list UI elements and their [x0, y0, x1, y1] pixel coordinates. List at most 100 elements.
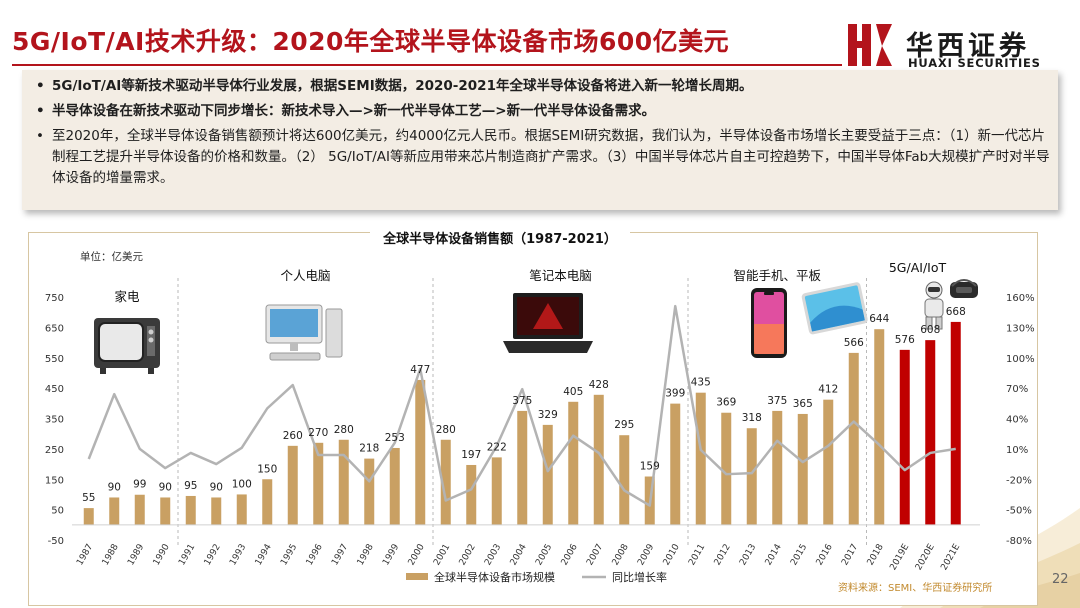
bullet-marker: •: [36, 103, 45, 119]
logo-chinese-name: 华西证券: [906, 31, 1030, 62]
x-tick-label: 2006: [560, 542, 580, 567]
source-note: 资料来源：SEMI、华西证券研究所: [838, 581, 992, 594]
chart-bar: [899, 349, 910, 525]
x-tick-label: 2021E: [939, 542, 962, 572]
bar-value-label: 150: [257, 463, 277, 475]
bar-value-label: 644: [869, 313, 889, 325]
bullet-text: 半导体设备在新技术驱动下同步增长：新技术导入—>新一代半导体工艺—>新一代半导体…: [52, 103, 656, 119]
y-right-tick-label: 100%: [1006, 354, 1035, 365]
chart-bar: [287, 445, 298, 525]
chart-bar: [542, 424, 553, 525]
y-left-tick-label: 350: [45, 415, 64, 426]
bar-value-label: 365: [793, 398, 813, 410]
x-tick-label: 2005: [534, 543, 554, 568]
desktop-pc-icon: [265, 304, 343, 361]
legend-swatch-bar: [406, 573, 428, 580]
x-tick-label: 2007: [585, 543, 605, 568]
chart-bar: [950, 321, 961, 525]
robot-icon: [924, 281, 944, 330]
bar-value-label: 295: [614, 419, 634, 431]
summary-panel: • 5G/IoT/AI等新技术驱动半导体行业发展，根据SEMI数据，2020-20…: [22, 70, 1058, 210]
chart-bar: [134, 494, 145, 525]
chart-bar: [211, 497, 222, 525]
chart-bar: [695, 392, 706, 525]
chart-bar: [848, 352, 859, 525]
x-tick-label: 1997: [330, 543, 350, 568]
y-right-tick-label: -80%: [1006, 536, 1032, 547]
chart-bar: [185, 495, 196, 525]
chart-bar: [797, 413, 808, 525]
y-left-tick-label: -50: [48, 536, 64, 547]
growth-rate-line: [87, 304, 956, 507]
bar-value-label: 405: [563, 386, 583, 398]
x-tick-label: 1989: [126, 542, 146, 567]
logo-english-name: HUAXI SECURITIES: [908, 56, 1041, 70]
x-tick-label: 1995: [279, 543, 299, 568]
x-tick-label: 1996: [305, 542, 325, 567]
bar-value-label: 90: [210, 481, 223, 493]
bar-value-label: 329: [538, 409, 558, 421]
y-left-tick-label: 250: [45, 445, 64, 456]
x-tick-label: 2003: [483, 543, 503, 568]
chart-bar: [83, 508, 94, 525]
bar-value-label: 90: [159, 481, 172, 493]
chart-bar: [160, 497, 171, 525]
x-tick-label: 2000: [407, 542, 427, 567]
company-logo: 华西证券 HUAXI SECURITIES: [846, 22, 1076, 70]
chart-bar: [517, 410, 528, 525]
bullet-text: 至2020年，全球半导体设备销售额预计将达600亿美元，约4000亿元人民币。根…: [52, 128, 1050, 186]
bullet-text: 5G/IoT/AI等新技术驱动半导体行业发展，根据SEMI数据，2020-202…: [52, 78, 753, 94]
x-tick-label: 2001: [432, 543, 452, 568]
bar-value-label: 159: [640, 461, 660, 473]
chart-bar: [466, 464, 477, 525]
chart-bar: [364, 458, 375, 525]
x-tick-label: 2019E: [888, 542, 911, 572]
bar-value-label: 375: [512, 395, 532, 407]
y-left-tick-label: 450: [45, 384, 64, 395]
vr-headset-icon: [950, 279, 978, 298]
era-label: 家电: [114, 289, 140, 304]
chart-bar: [721, 412, 732, 525]
x-tick-label: 2010: [662, 542, 682, 567]
bar-value-label: 399: [665, 388, 685, 400]
chart-title: 全球半导体设备销售额（1987-2021）: [370, 228, 630, 247]
x-tick-label: 2017: [840, 543, 860, 568]
x-tick-label: 2002: [458, 543, 478, 568]
x-tick-label: 2013: [738, 543, 758, 568]
bar-value-label: 95: [184, 480, 197, 492]
chart-bar: [415, 379, 426, 525]
y-left-tick-label: 750: [45, 293, 64, 304]
x-tick-label: 1992: [203, 543, 223, 568]
y-right-tick-label: -50%: [1006, 506, 1032, 517]
bar-value-label: 428: [589, 379, 609, 391]
page-title: 5G/IoT/AI技术升级：2020年全球半导体设备市场600亿美元: [12, 27, 730, 56]
bar-value-label: 197: [461, 449, 481, 461]
legend-label-bar: 全球半导体设备市场规模: [434, 570, 555, 584]
chart-bar: [823, 399, 834, 525]
bar-value-label: 270: [308, 427, 328, 439]
bar-value-label: 566: [844, 337, 864, 349]
smartphone-icon: [751, 288, 787, 358]
era-label: 笔记本电脑: [529, 268, 592, 283]
y-right-tick-label: 70%: [1006, 384, 1028, 395]
chart-bar: [593, 394, 604, 525]
chart-bar: [925, 340, 936, 525]
y-left-tick-label: 550: [45, 354, 64, 365]
chart-bar: [746, 428, 757, 525]
summary-bullet: • 5G/IoT/AI等新技术驱动半导体行业发展，根据SEMI数据，2020-20…: [36, 76, 1058, 97]
bar-value-label: 100: [232, 478, 252, 490]
x-tick-label: 1999: [381, 542, 401, 567]
huaxi-logo-mark-icon: [848, 24, 892, 66]
tablet-icon: [801, 282, 868, 335]
x-tick-label: 1988: [101, 542, 121, 567]
summary-bullet: • 半导体设备在新技术驱动下同步增长：新技术导入—>新一代半导体工艺—>新一代半导…: [36, 101, 1058, 122]
chart-bar: [874, 329, 885, 525]
chart-bar: [262, 479, 273, 525]
bar-value-label: 218: [359, 443, 379, 455]
bar-value-label: 412: [818, 384, 838, 396]
x-tick-label: 1990: [152, 542, 172, 567]
chart-bar: [236, 494, 247, 525]
bar-value-label: 99: [133, 479, 146, 491]
bar-value-label: 369: [716, 397, 736, 409]
chart-bar: [491, 457, 502, 525]
